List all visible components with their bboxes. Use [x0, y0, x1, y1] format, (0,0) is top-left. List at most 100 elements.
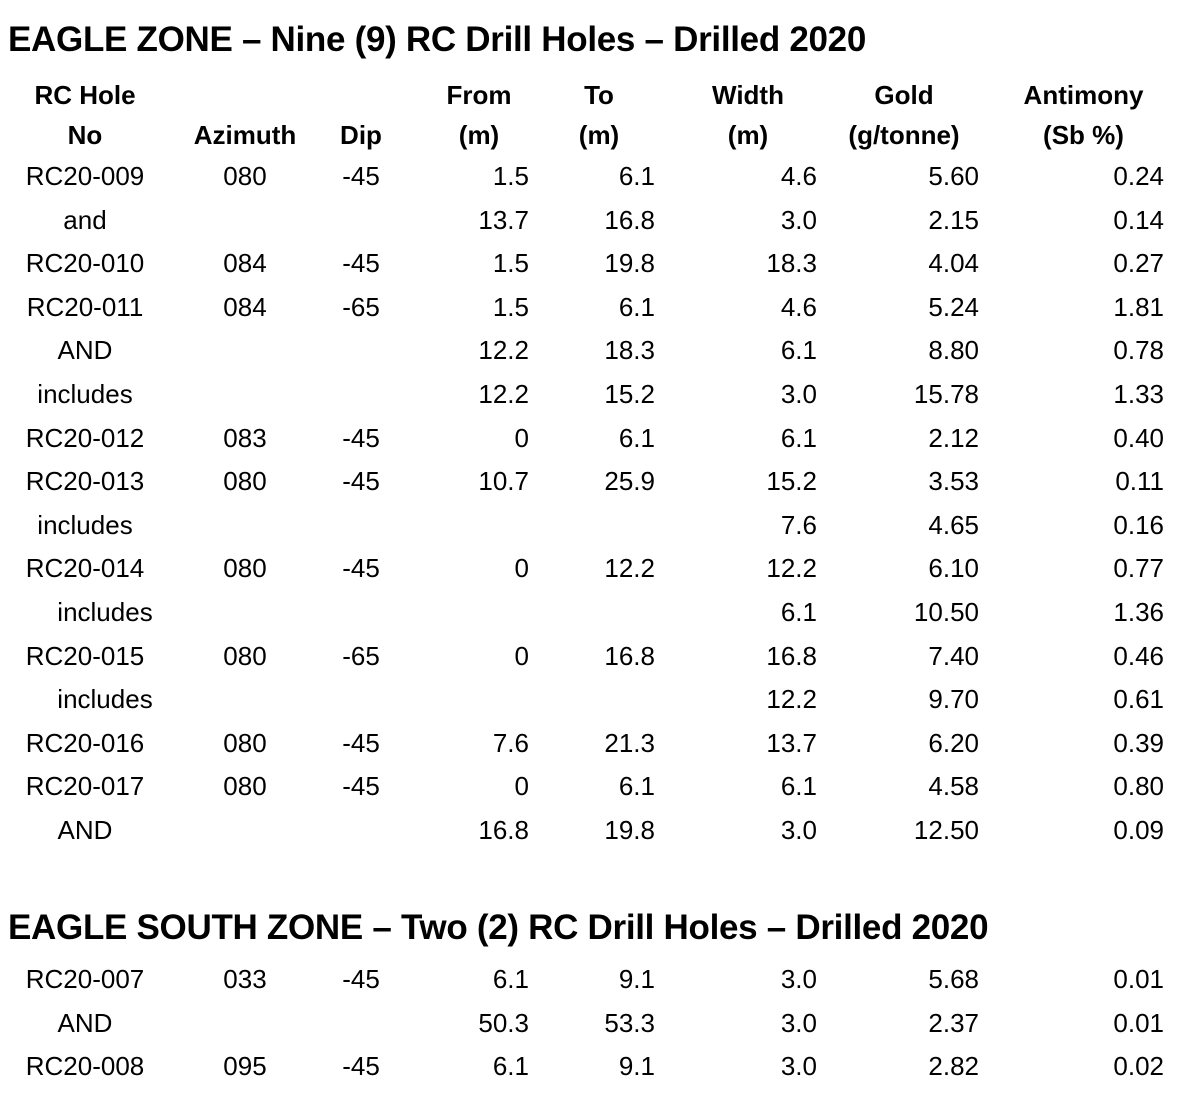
cell-gold: 5.60	[928, 161, 979, 191]
cell-hole: RC20-010	[25, 248, 145, 279]
cell-dip: -65	[342, 640, 380, 671]
cell-gold: 2.82	[928, 1051, 979, 1082]
eagle-zone-title: EAGLE ZONE – Nine (9) RC Drill Holes – D…	[8, 20, 866, 59]
cell-from: 6.1	[492, 1051, 529, 1082]
cell-width: 6.1	[780, 771, 817, 802]
table-row: AND 12.2 18.3 6.1 8.80 0.78	[0, 329, 1177, 373]
table-row: includes 12.2 15.2 3.0 15.78 1.33	[0, 373, 1177, 417]
cell-antimony: 0.09	[1113, 814, 1164, 845]
cell-gold: 6.20	[928, 727, 979, 758]
cell-from: 0	[514, 422, 529, 453]
cell-azimuth	[170, 678, 320, 722]
cell-from: 7.6	[492, 727, 529, 758]
cell-hole: RC20-013	[25, 466, 145, 497]
cell-to: 16.8	[604, 640, 655, 671]
cell-hole: RC20-009	[25, 161, 145, 191]
cell-antimony: 0.01	[1113, 964, 1164, 994]
cell-hole: AND	[57, 335, 113, 366]
cell-hole: includes	[37, 509, 133, 540]
cell-antimony: 0.78	[1113, 335, 1164, 366]
cell-from: 12.2	[478, 335, 529, 366]
cell-width: 16.8	[766, 640, 817, 671]
cell-antimony: 0.02	[1113, 1051, 1164, 1082]
cell-hole: and	[63, 204, 107, 235]
header-to-line2: (m)	[578, 120, 620, 150]
header-from-line2: (m)	[458, 120, 500, 150]
table-row: AND 16.8 19.8 3.0 12.50 0.09	[0, 809, 1177, 853]
cell-from: 1.5	[492, 248, 529, 279]
cell-azimuth: 033	[223, 964, 267, 994]
cell-to: 15.2	[604, 378, 655, 409]
cell-azimuth: 084	[223, 248, 267, 279]
cell-dip: -45	[342, 1051, 380, 1082]
cell-antimony: 0.61	[1113, 684, 1164, 715]
cell-from: 13.7	[478, 204, 529, 235]
table-row: RC20-009 080 -45 1.5 6.1 4.6 5.60 0.24	[0, 155, 1177, 199]
eagle-south-zone-title: EAGLE SOUTH ZONE – Two (2) RC Drill Hole…	[8, 908, 989, 947]
cell-hole: RC20-015	[25, 640, 145, 671]
cell-gold: 5.68	[928, 964, 979, 994]
cell-to	[530, 504, 668, 548]
cell-to: 9.1	[618, 964, 655, 994]
header-gold-line1: Gold	[874, 80, 934, 110]
cell-to: 12.2	[604, 553, 655, 584]
cell-dip	[320, 199, 402, 243]
table-row: RC20-012 083 -45 0 6.1 6.1 2.12 0.40	[0, 417, 1177, 461]
cell-hole: AND	[57, 1007, 113, 1038]
table-row: RC20-014 080 -45 0 12.2 12.2 6.10 0.77	[0, 547, 1177, 591]
cell-gold: 6.10	[928, 553, 979, 584]
cell-antimony: 0.01	[1113, 1007, 1164, 1038]
cell-width: 4.6	[780, 161, 817, 191]
cell-width: 3.0	[780, 814, 817, 845]
cell-gold: 15.78	[913, 378, 979, 409]
cell-gold: 5.24	[928, 291, 979, 322]
table-row: RC20-013 080 -45 10.7 25.9 15.2 3.53 0.11	[0, 460, 1177, 504]
cell-dip	[320, 678, 402, 722]
cell-gold: 3.53	[928, 466, 979, 497]
cell-to: 53.3	[604, 1007, 655, 1038]
cell-width: 3.0	[780, 1007, 817, 1038]
eagle-zone-table-header: RC Hole From To Width Gold Antimony No A…	[0, 75, 1177, 155]
cell-dip	[320, 373, 402, 417]
table-row: includes 12.2 9.70 0.61	[0, 678, 1177, 722]
cell-hole: includes	[57, 596, 153, 627]
cell-antimony: 0.11	[1115, 466, 1164, 497]
cell-antimony: 0.40	[1113, 422, 1164, 453]
eagle-south-zone-table: RC20-007 033 -45 6.1 9.1 3.0 5.68 0.01 AND 50.3 53…	[0, 958, 1177, 1089]
cell-gold: 7.40	[928, 640, 979, 671]
cell-gold: 4.65	[928, 509, 979, 540]
cell-gold: 2.12	[928, 422, 979, 453]
cell-antimony: 0.24	[1113, 161, 1164, 191]
cell-gold: 2.15	[928, 204, 979, 235]
table-row: RC20-007 033 -45 6.1 9.1 3.0 5.68 0.01	[0, 958, 1177, 1002]
cell-dip	[320, 591, 402, 635]
table-row: and 13.7 16.8 3.0 2.15 0.14	[0, 199, 1177, 243]
cell-from: 0	[514, 553, 529, 584]
cell-hole: RC20-016	[25, 727, 145, 758]
cell-azimuth	[170, 199, 320, 243]
cell-azimuth: 080	[223, 161, 267, 191]
cell-to: 19.8	[604, 814, 655, 845]
cell-to	[530, 678, 668, 722]
cell-hole: RC20-014	[25, 553, 145, 584]
cell-dip: -45	[342, 422, 380, 453]
cell-antimony: 1.33	[1113, 378, 1164, 409]
cell-azimuth	[170, 1002, 320, 1046]
cell-gold: 12.50	[913, 814, 979, 845]
cell-to: 16.8	[604, 204, 655, 235]
cell-width: 6.1	[780, 422, 817, 453]
cell-width: 12.2	[766, 553, 817, 584]
cell-width: 7.6	[780, 509, 817, 540]
cell-hole: includes	[37, 378, 133, 409]
table-row: RC20-017 080 -45 0 6.1 6.1 4.58 0.80	[0, 765, 1177, 809]
cell-dip: -45	[342, 248, 380, 279]
cell-azimuth: 080	[223, 553, 267, 584]
header-azimuth-line2: Azimuth	[193, 120, 297, 150]
cell-azimuth: 080	[223, 640, 267, 671]
cell-to	[530, 591, 668, 635]
eagle-south-zone-table-body: RC20-007 033 -45 6.1 9.1 3.0 5.68 0.01 AND 50.3 53…	[0, 958, 1177, 1089]
cell-from	[402, 504, 530, 548]
cell-dip: -45	[342, 161, 380, 191]
header-to-line1: To	[584, 80, 614, 110]
cell-to: 6.1	[618, 161, 655, 191]
